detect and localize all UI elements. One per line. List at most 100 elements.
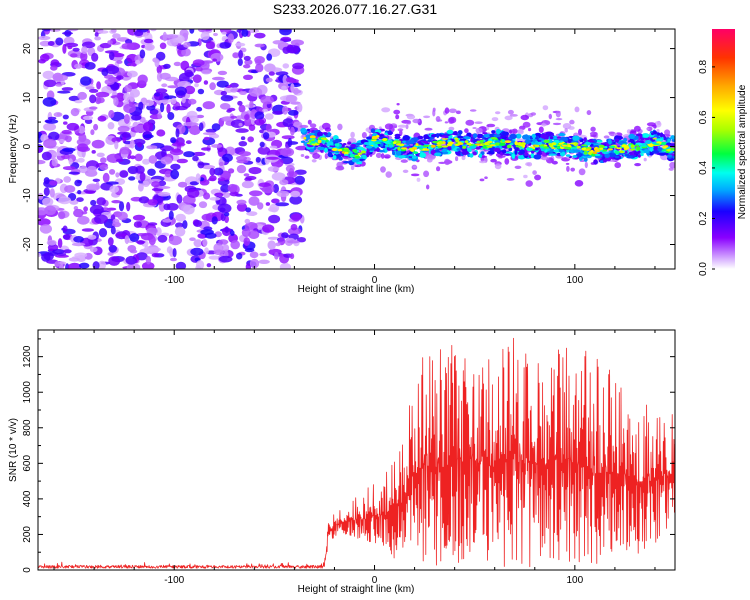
noise-blob <box>183 122 197 127</box>
signal-ridge-blob <box>570 146 577 149</box>
signal-core-blob <box>300 140 306 143</box>
noise-blob <box>205 41 215 50</box>
noise-blob <box>180 60 190 71</box>
noise-blob <box>127 166 139 174</box>
noise-blob <box>97 115 107 122</box>
signal-core-blob <box>560 151 566 157</box>
noise-blob <box>193 239 203 248</box>
noise-blob <box>123 114 130 124</box>
noise-blob <box>89 204 104 215</box>
noise-blob <box>254 56 265 64</box>
noise-blob <box>280 156 294 165</box>
signal-peak-blob <box>551 142 557 146</box>
signal-halo-blob <box>491 117 499 122</box>
noise-blob <box>73 236 84 243</box>
signal-core-blob <box>657 132 661 136</box>
noise-blob <box>236 252 243 260</box>
noise-blob <box>59 264 64 269</box>
signal-ridge-blob <box>486 140 493 144</box>
noise-blob <box>183 41 191 48</box>
snr-y-axis: 0 200 400 600 800 1000 1200 <box>22 338 675 573</box>
signal-ridge-blob <box>320 137 327 140</box>
signal-core-blob <box>405 140 412 145</box>
noise-blob <box>49 188 55 198</box>
noise-blob <box>289 195 303 205</box>
signal-core-blob <box>355 142 363 146</box>
noise-blob <box>196 106 203 112</box>
signal-ridge-blob <box>665 151 670 154</box>
noise-blob <box>62 225 68 233</box>
noise-blob <box>287 109 299 116</box>
noise-blob <box>44 205 57 216</box>
noise-blob <box>66 122 80 131</box>
noise-blob <box>292 62 304 70</box>
signal-halo-blob <box>412 165 417 169</box>
signal-halo-blob <box>375 152 382 159</box>
signal-halo-blob <box>436 166 441 172</box>
noise-blob <box>258 259 270 264</box>
noise-blob <box>46 239 57 246</box>
signal-core-blob <box>623 137 627 143</box>
signal-core-blob <box>460 138 467 142</box>
noise-blob <box>275 242 281 247</box>
signal-core-blob <box>461 150 469 155</box>
signal-core-blob <box>669 143 675 147</box>
signal-core-blob <box>317 131 323 137</box>
signal-core-blob <box>327 151 333 157</box>
noise-blob <box>89 94 97 104</box>
signal-halo-blob <box>525 180 533 187</box>
noise-blob <box>267 166 280 172</box>
signal-core-blob <box>655 138 663 142</box>
noise-blob <box>151 253 160 258</box>
spectrogram-x-label: Height of straight line (km) <box>298 284 415 295</box>
noise-blob <box>248 230 260 239</box>
signal-peak-blob <box>341 151 345 154</box>
signal-core-blob <box>350 143 357 148</box>
signal-core-blob <box>508 147 513 152</box>
noise-blob <box>89 106 98 110</box>
signal-halo-blob <box>522 121 531 128</box>
signal-core-blob <box>356 161 363 165</box>
signal-ridge-blob <box>311 138 315 142</box>
noise-blob <box>159 99 174 103</box>
noise-blob <box>236 202 248 212</box>
noise-blob <box>119 170 129 178</box>
signal-core-blob <box>363 142 370 145</box>
signal-core-blob <box>608 152 617 158</box>
signal-halo-blob <box>435 116 441 122</box>
colorbar-tick-label: 0.6 <box>698 110 709 124</box>
noise-blob <box>267 240 276 250</box>
noise-blob <box>116 75 124 80</box>
signal-ridge-blob <box>334 143 340 146</box>
signal-halo-blob <box>309 123 317 128</box>
noise-blob <box>262 224 275 233</box>
signal-halo-blob <box>312 153 320 159</box>
noise-blob <box>268 207 278 212</box>
signal-core-blob <box>327 132 332 137</box>
noise-blob <box>189 237 196 241</box>
noise-blob <box>209 197 221 201</box>
noise-blob <box>173 61 182 67</box>
signal-halo-blob <box>448 126 455 131</box>
signal-peak-blob <box>399 143 405 147</box>
noise-blob <box>227 183 238 193</box>
noise-blob <box>243 55 251 61</box>
signal-ridge-blob <box>516 143 522 146</box>
signal-core-blob <box>608 139 612 145</box>
signal-core-blob <box>496 128 501 135</box>
noise-blob <box>208 255 221 260</box>
noise-blob <box>109 169 116 175</box>
noise-blob <box>290 126 295 136</box>
signal-core-blob <box>453 131 458 136</box>
signal-core-blob <box>493 134 501 138</box>
noise-blob <box>238 104 246 113</box>
noise-blob <box>111 137 122 143</box>
signal-core-blob <box>441 135 449 138</box>
signal-halo-blob <box>472 127 477 129</box>
signal-halo-blob <box>634 163 641 167</box>
noise-blob <box>222 244 230 252</box>
signal-halo-blob <box>484 176 488 179</box>
noise-blob <box>147 168 156 176</box>
signal-core-blob <box>558 133 566 137</box>
noise-blob <box>139 49 146 59</box>
